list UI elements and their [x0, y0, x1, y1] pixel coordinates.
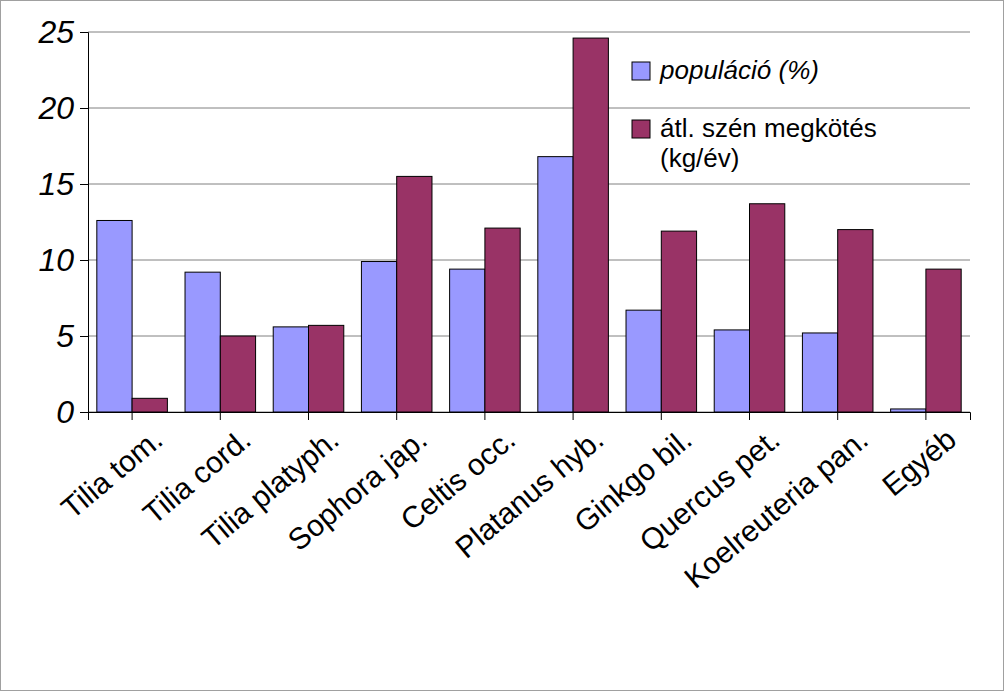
bar [185, 272, 220, 412]
x-axis: Tilia tom.Tilia cord.Tilia platyph.Sopho… [55, 412, 971, 594]
bar [220, 336, 255, 412]
bars [97, 38, 961, 412]
y-tick: 25 [37, 14, 88, 50]
bar [361, 262, 396, 412]
x-tick-mark [573, 412, 574, 420]
legend-swatch [632, 62, 650, 80]
y-tick-label: 5 [56, 318, 74, 354]
bar [397, 176, 432, 412]
y-tick-mark [80, 108, 88, 109]
y-tick-mark [80, 260, 88, 261]
chart: 0 5 10 15 20 25 Tilia tom.Tilia cord.Tilia pla… [0, 0, 1004, 691]
x-tick-mark [396, 412, 397, 420]
x-axis-line [89, 413, 971, 421]
bar [97, 220, 132, 412]
bar [926, 269, 961, 412]
legend-label: átl. szén megkötés(kg/év) [660, 113, 877, 173]
y-tick: 0 [56, 394, 88, 430]
x-tick-mark [749, 412, 750, 420]
bar [838, 230, 873, 412]
grid [88, 32, 970, 412]
legend: populáció (%) átl. szén megkötés(kg/év) [632, 55, 877, 173]
y-axis: 0 5 10 15 20 25 [37, 14, 88, 430]
y-tick: 10 [38, 242, 88, 278]
x-tick: Platanus hyb. [449, 412, 609, 564]
y-tick: 5 [56, 318, 88, 354]
x-tick-mark [308, 412, 309, 420]
y-tick-label: 10 [38, 242, 74, 278]
y-axis-line [80, 33, 89, 413]
y-tick-mark [80, 184, 88, 185]
bar [309, 325, 344, 412]
bar [891, 409, 926, 412]
x-tick-mark [484, 412, 485, 420]
x-tick-label: Koelreuteria pan. [678, 422, 874, 594]
x-tick-mark [220, 412, 221, 420]
bar [661, 231, 696, 412]
y-tick-mark [80, 336, 88, 337]
bar [485, 228, 520, 412]
y-tick-label: 15 [38, 166, 74, 202]
legend-label: populáció (%) [659, 55, 819, 85]
bar [273, 327, 308, 412]
y-tick: 15 [38, 166, 88, 202]
bar [450, 269, 485, 412]
y-tick-label: 20 [37, 90, 74, 126]
grid-line [88, 32, 970, 33]
y-tick-label: 0 [56, 394, 74, 430]
y-tick-mark [80, 32, 88, 33]
y-tick-label: 25 [37, 14, 74, 50]
legend-swatch [632, 120, 650, 138]
x-tick-mark [837, 412, 838, 420]
bar [132, 398, 167, 412]
bar [573, 38, 608, 412]
x-tick-mark [925, 412, 926, 420]
y-tick-mark [80, 412, 88, 413]
bar [626, 310, 661, 412]
x-tick: Koelreuteria pan. [678, 412, 874, 594]
x-tick-mark [132, 412, 133, 420]
x-tick-label: Sophora jap. [282, 422, 434, 557]
y-tick: 20 [37, 90, 88, 126]
x-tick-mark [661, 412, 662, 420]
bar [714, 330, 749, 412]
plot: 0 5 10 15 20 25 Tilia tom.Tilia cord.Tilia pla… [37, 14, 970, 595]
grid-line [88, 184, 970, 185]
x-tick-label: Egyéb [876, 422, 962, 502]
x-tick: Egyéb [876, 412, 962, 502]
x-tick-label: Platanus hyb. [449, 422, 609, 564]
bar [538, 157, 573, 412]
bar [802, 333, 837, 412]
bar [750, 204, 785, 412]
x-tick: Sophora jap. [282, 412, 434, 557]
chart-frame [1, 1, 1004, 691]
grid-line [88, 108, 970, 109]
